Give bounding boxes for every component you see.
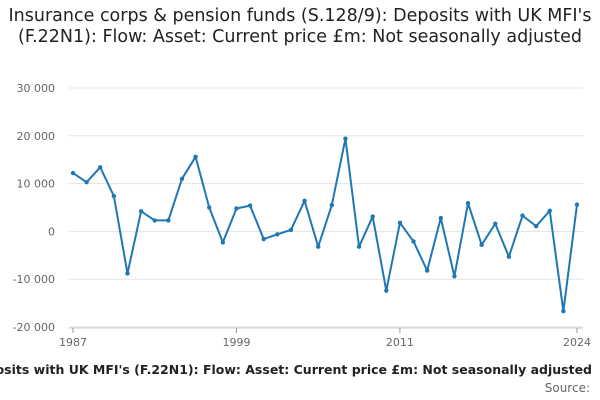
source-label: Source: [544, 381, 590, 395]
data-point [275, 232, 280, 237]
data-point [479, 242, 484, 247]
data-point [574, 202, 580, 207]
data-point [125, 271, 130, 276]
series-line [72, 137, 578, 313]
y-tick-label: 20 000 [17, 130, 56, 143]
data-point [384, 288, 389, 293]
data-point [343, 136, 348, 141]
y-tick-label: -10 000 [13, 273, 55, 286]
data-point [411, 239, 416, 244]
data-point [70, 170, 76, 176]
data-series [70, 136, 580, 314]
data-point [329, 202, 335, 208]
data-point [438, 215, 443, 221]
data-point [397, 220, 403, 225]
data-point [152, 218, 157, 223]
y-tick-label: -20 000 [13, 321, 55, 334]
line-chart: 30 000 20 000 10 000 0 -10 000 -20 000 1987 199… [13, 82, 591, 349]
data-point [356, 244, 362, 249]
data-point [561, 309, 566, 314]
data-point [533, 223, 539, 229]
data-point [465, 201, 471, 206]
axes: 30 000 20 000 10 000 0 -10 000 -20 000 1987 199… [13, 82, 591, 349]
data-point [302, 198, 307, 204]
data-point [220, 240, 226, 245]
series-legend: Insurance corps & pension funds (S.128/9… [0, 362, 600, 380]
data-point [261, 236, 266, 242]
x-tick-label: 1987 [59, 336, 87, 349]
data-point [424, 268, 430, 273]
data-point [547, 208, 552, 214]
data-point [493, 221, 498, 226]
data-point [193, 154, 198, 160]
data-point [179, 176, 185, 182]
x-tick-label: 2011 [386, 336, 414, 349]
data-point [111, 193, 117, 199]
data-point [207, 205, 212, 210]
y-tick-label: 10 000 [17, 178, 56, 191]
gridlines [69, 87, 583, 328]
x-tick-label: 1999 [222, 336, 250, 349]
data-point [520, 213, 525, 218]
x-tick-label: 2024 [563, 336, 591, 349]
data-point [452, 274, 457, 279]
data-point [166, 218, 171, 223]
data-point [370, 214, 375, 219]
chart-title: Insurance corps & pension funds (S.128/9… [8, 6, 592, 47]
y-tick-label: 30 000 [17, 82, 56, 95]
data-point [506, 254, 512, 259]
legend-label: Insurance corps & pension funds (S.128/9… [0, 362, 592, 377]
data-point [138, 209, 144, 214]
data-point [234, 206, 239, 211]
data-point [288, 227, 294, 233]
data-point [84, 179, 89, 185]
y-tick-label: 0 [48, 225, 55, 238]
data-point [247, 203, 253, 208]
data-point [98, 165, 103, 170]
data-point [315, 244, 321, 249]
